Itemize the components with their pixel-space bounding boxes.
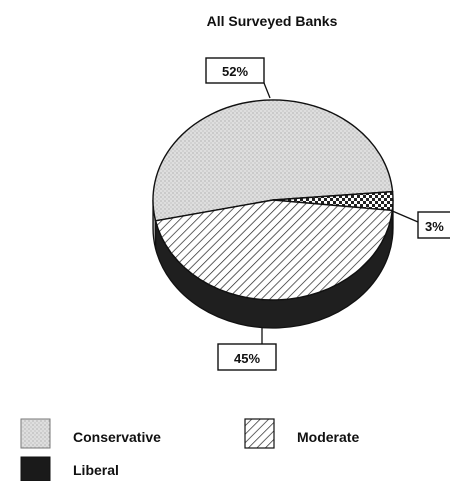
pie-slice-moderate — [154, 199, 394, 301]
legend-swatch-moderate — [244, 418, 275, 449]
label-box-conservative — [205, 57, 265, 84]
legend-label-moderate: Moderate — [297, 429, 359, 445]
legend-swatch-liberal — [20, 456, 51, 482]
leader-line-liberal — [389, 209, 419, 223]
legend-label-conservative: Conservative — [73, 429, 161, 445]
leader-line-conservative — [263, 82, 271, 99]
pie-slice-conservative — [152, 99, 394, 222]
legend: Conservative Moderate Liberal — [20, 418, 359, 482]
label-box-moderate — [217, 343, 277, 371]
pie-group — [152, 99, 394, 329]
chart-title: All Surveyed Banks — [207, 13, 338, 29]
legend-swatch-conservative — [20, 418, 51, 449]
data-label-moderate: 45% — [234, 351, 260, 366]
data-label-liberal: 3% — [425, 219, 444, 234]
label-box-liberal — [417, 211, 450, 239]
data-label-conservative: 52% — [222, 64, 248, 79]
legend-label-liberal: Liberal — [73, 462, 119, 478]
data-labels: 52% 3% 45% — [205, 57, 450, 371]
